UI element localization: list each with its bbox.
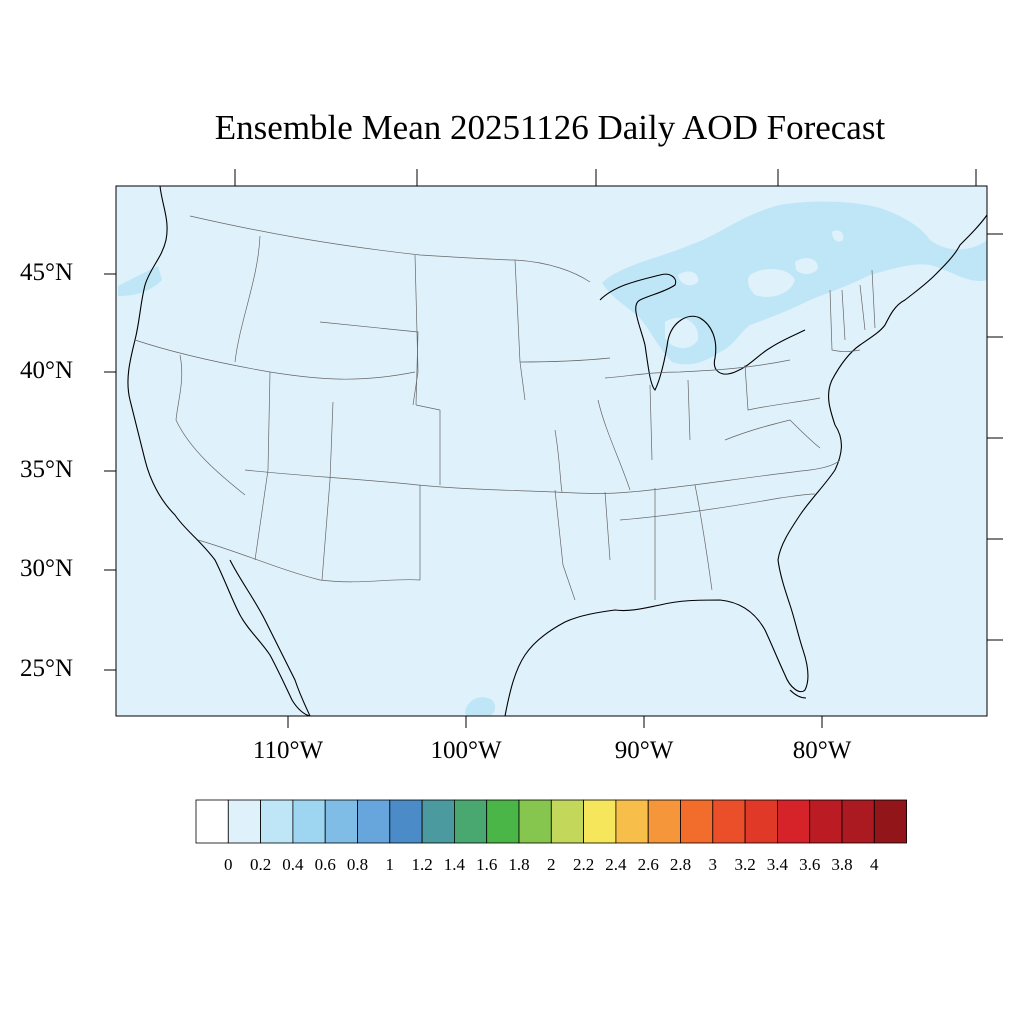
colorbar-tick-label: 3.6	[799, 855, 821, 874]
colorbar-tick-label: 3.4	[766, 855, 789, 874]
colorbar-tick-label: 1	[385, 855, 395, 874]
colorbar-tick-label: 1.4	[443, 855, 466, 874]
colorbar	[195, 799, 907, 844]
pacific-coast	[127, 185, 311, 717]
colorbar-swatch	[486, 799, 520, 844]
colorbar-tick-label: 2.2	[572, 855, 595, 874]
colorbar-swatch	[841, 799, 875, 844]
state-borders	[134, 215, 876, 601]
colorbar-swatch	[324, 799, 358, 844]
great-lakes	[599, 273, 806, 391]
colorbar-swatch	[453, 799, 488, 844]
colorbar-tick-label: 2.6	[637, 855, 659, 874]
aod-patch-mexico	[465, 697, 496, 716]
chart-title: Ensemble Mean 20251126 Daily AOD Forecas…	[214, 108, 886, 147]
lat-label-40: 40°N	[20, 357, 74, 384]
colorbar-swatch	[680, 799, 714, 844]
lat-label-35: 35°N	[20, 456, 74, 483]
colorbar-tick-label: 2.8	[669, 855, 692, 874]
colorbar-tick-label: 0	[224, 855, 233, 874]
colorbar-swatch	[809, 799, 843, 844]
lon-label-110w: 110°W	[252, 737, 324, 764]
colorbar-tick-label: 3.8	[831, 855, 853, 874]
colorbar-swatch	[518, 799, 552, 844]
colorbar-swatch	[647, 799, 681, 844]
lat-label-30: 30°N	[20, 555, 74, 582]
colorbar-tick-label: 0.8	[346, 855, 369, 874]
colorbar-swatch	[615, 799, 649, 844]
aod-patch-northeast	[602, 201, 987, 365]
colorbar-tick-label: 4	[870, 855, 879, 874]
lon-label-100w: 100°W	[430, 737, 502, 764]
colorbar-tick-label: 2	[547, 855, 556, 874]
colorbar-swatch	[260, 799, 294, 844]
colorbar-tick-label: 1.8	[508, 855, 530, 874]
aod-patch-west-coast	[118, 266, 162, 296]
colorbar-swatch	[550, 799, 584, 844]
aod-lighter-islands	[665, 230, 844, 349]
colorbar-tick-label: 3.2	[734, 855, 756, 874]
florida-keys	[789, 689, 807, 699]
lat-label-25: 25°N	[20, 655, 74, 682]
colorbar-swatch	[421, 799, 455, 844]
aod-high-patches	[118, 201, 987, 716]
lat-label-45: 45°N	[20, 259, 74, 286]
lon-label-90w: 90°W	[614, 737, 674, 764]
gulf-coast	[504, 599, 809, 717]
colorbar-tick-label: 0.2	[249, 855, 272, 874]
colorbar-tick-label: 2.4	[605, 855, 627, 874]
colorbar-swatch	[195, 799, 229, 844]
colorbar-swatch	[389, 799, 423, 844]
colorbar-tick-label: 1.6	[476, 855, 498, 874]
atlantic-coast	[777, 214, 988, 606]
lon-label-80w: 80°W	[792, 737, 852, 764]
map-frame	[115, 185, 988, 717]
tick-marks	[104, 169, 1003, 728]
coastlines	[127, 185, 988, 717]
colorbar-swatch	[873, 799, 907, 844]
colorbar-tick-label: 0.6	[314, 855, 336, 874]
colorbar-swatch	[777, 799, 811, 844]
baja-gulf-coast	[229, 559, 311, 717]
colorbar-tick-label: 1.2	[411, 855, 433, 874]
colorbar-swatch	[583, 799, 617, 844]
colorbar-swatch	[227, 799, 262, 844]
colorbar-swatch	[292, 799, 326, 844]
colorbar-tick-label: 3	[708, 855, 718, 874]
colorbar-swatch	[712, 799, 746, 844]
colorbar-swatch	[744, 799, 778, 844]
colorbar-swatch	[357, 799, 391, 844]
colorbar-tick-label: 0.4	[282, 855, 304, 874]
